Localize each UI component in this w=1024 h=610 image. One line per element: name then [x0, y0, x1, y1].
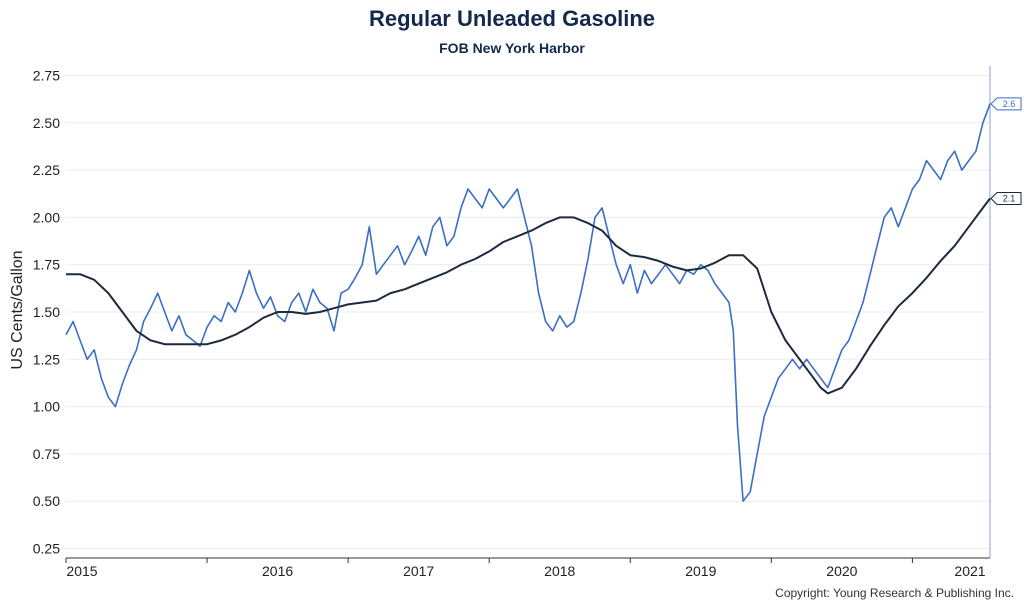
x-tick-label: 2019: [685, 563, 716, 579]
x-tick-label: 2020: [826, 563, 857, 579]
end-label-box: [990, 97, 1022, 111]
end-labels: 2.6 2.1: [990, 97, 1022, 205]
y-axis-title: US Cents/Gallon: [9, 250, 26, 369]
end-label-text: 2.6: [1003, 99, 1016, 109]
series-group: [65, 103, 991, 503]
y-tick-label: 1.00: [33, 399, 60, 415]
x-axis-ticks: 2015 2016 2017 2018 2019 2020 2021: [65, 558, 986, 579]
y-tick-label: 2.00: [33, 209, 60, 225]
end-label-box: [990, 191, 1022, 205]
series-line-1: [66, 197, 991, 395]
y-tick-label: 0.50: [33, 493, 60, 509]
end-label-1: 2.1: [990, 191, 1022, 205]
x-tick-label: 2015: [66, 563, 97, 579]
y-tick-label: 2.25: [33, 162, 60, 178]
x-tick-label: 2017: [403, 563, 434, 579]
y-tick-label: 2.75: [33, 67, 60, 83]
y-tick-label: 2.50: [33, 115, 60, 131]
chart-subtitle: FOB New York Harbor: [439, 40, 585, 56]
y-tick-label: 1.50: [33, 304, 60, 320]
y-tick-label: 0.25: [33, 541, 60, 557]
x-tick-label: 2018: [544, 563, 575, 579]
end-label-0: 2.6: [990, 97, 1022, 111]
end-label-text: 2.1: [1003, 193, 1016, 203]
copyright-text: Copyright: Young Research & Publishing I…: [775, 586, 1014, 600]
y-tick-label: 1.25: [33, 351, 60, 367]
chart-title: Regular Unleaded Gasoline: [368, 6, 656, 31]
series-line-0: [65, 103, 991, 503]
y-axis-ticks: 0.25 0.50 0.75 1.00 1.25 1.50 1.75 2.00 2.25 2.50…: [33, 67, 60, 556]
y-tick-label: 1.75: [33, 257, 60, 273]
x-tick-label: 2016: [262, 563, 293, 579]
x-tick-label: 2021: [954, 563, 985, 579]
y-tick-label: 0.75: [33, 446, 60, 462]
grid-lines: [66, 74, 990, 550]
